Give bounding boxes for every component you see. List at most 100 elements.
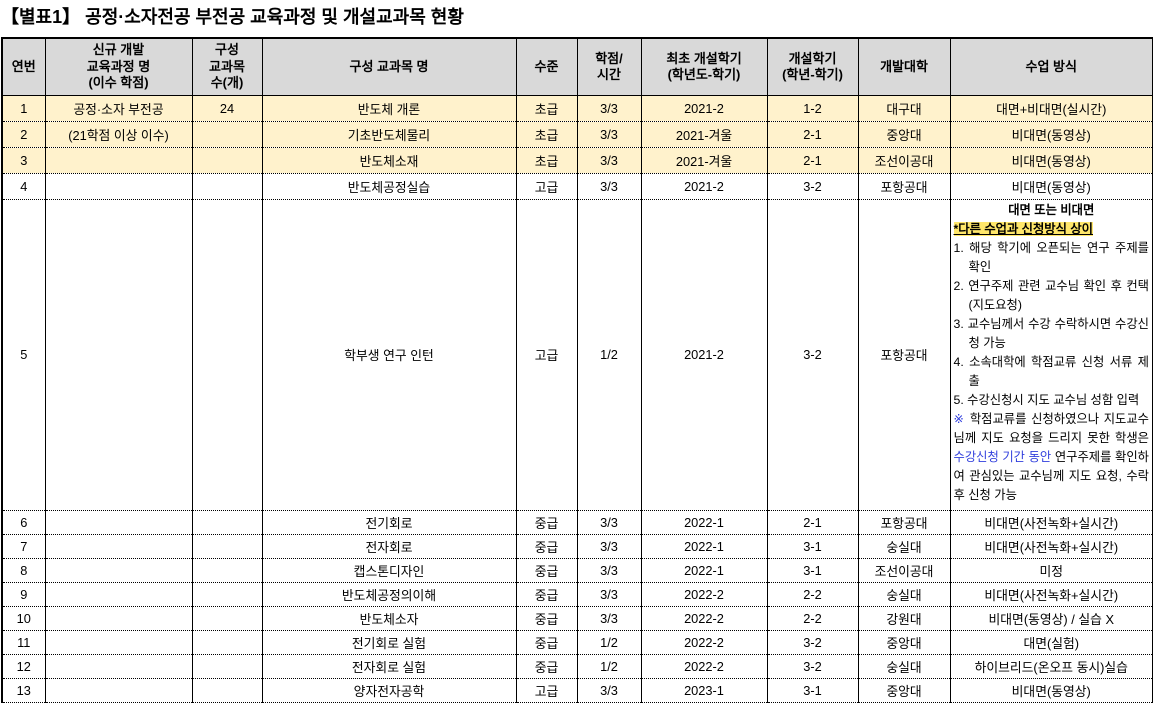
cell-offered-semester: 2-1 <box>766 509 859 535</box>
cell-course: 양자전자공학 <box>261 677 517 703</box>
cell-university: 중앙대 <box>857 629 951 655</box>
col-header-first-semester: 최초 개설학기 (학년도-학기) <box>640 37 768 96</box>
cell-first-semester: 2022-2 <box>640 581 768 607</box>
cell-count <box>191 533 263 559</box>
cell-count <box>191 172 263 200</box>
table-row: 9 반도체공정의이해 중급 3/3 2022-2 2-2 숭실대 비대면(사전녹화+실시간) <box>1 581 1153 607</box>
cell-credit-hours: 3/3 <box>576 94 642 122</box>
cell-no: 9 <box>1 581 46 607</box>
cell-count <box>191 557 263 583</box>
cell-university: 포항공대 <box>857 172 951 200</box>
cell-method: 비대면(동영상) <box>949 677 1153 703</box>
cell-university: 조선이공대 <box>857 557 951 583</box>
cell-level: 초급 <box>515 120 578 148</box>
cell-credit-hours: 3/3 <box>576 146 642 174</box>
col-header-course-name: 구성 교과목 명 <box>261 37 517 96</box>
cell-credit-hours: 3/3 <box>576 557 642 583</box>
cell-count <box>191 198 263 511</box>
cell-first-semester: 2021-겨울 <box>640 146 768 174</box>
cell-credit-hours: 3/3 <box>576 509 642 535</box>
cell-level: 중급 <box>515 605 578 631</box>
cell-credit-hours: 1/2 <box>576 629 642 655</box>
cell-university: 중앙대 <box>857 677 951 703</box>
col-header-program: 신규 개발 교육과정 명 (이수 학점) <box>44 37 193 96</box>
cell-no: 4 <box>1 172 46 200</box>
cell-method: 비대면(사전녹화+실시간) <box>949 581 1153 607</box>
cell-program: 공정·소자 부전공 <box>44 94 193 122</box>
cell-method: 하이브리드(온오프 동시)실습 <box>949 653 1153 679</box>
cell-first-semester: 2022-2 <box>640 653 768 679</box>
cell-level: 중급 <box>515 653 578 679</box>
cell-first-semester: 2022-2 <box>640 629 768 655</box>
table-row: 2 (21학점 이상 이수) 기초반도체물리 초급 3/3 2021-겨울 2-1 중앙대 비대… <box>1 120 1153 148</box>
cell-offered-semester: 1-2 <box>766 94 859 122</box>
table-row: 7 전자회로 중급 3/3 2022-1 3-1 숭실대 비대면(사전녹화+실시간) <box>1 533 1153 559</box>
cell-course: 기초반도체물리 <box>261 120 517 148</box>
cell-count <box>191 509 263 535</box>
cell-course: 전자회로 실험 <box>261 653 517 679</box>
table-row: 5 학부생 연구 인턴 고급 1/2 2021-2 3-2 포항공대 대면 또는 비대면 *다른… <box>1 198 1153 511</box>
cell-course: 반도체소재 <box>261 146 517 174</box>
table-row: 13 양자전자공학 고급 3/3 2023-1 3-1 중앙대 비대면(동영상) <box>1 677 1153 703</box>
cell-course: 반도체소자 <box>261 605 517 631</box>
cell-method: 비대면(동영상) / 실습 X <box>949 605 1153 631</box>
cell-offered-semester: 2-2 <box>766 605 859 631</box>
cell-credit-hours: 3/3 <box>576 581 642 607</box>
cell-level: 중급 <box>515 581 578 607</box>
cell-first-semester: 2021-겨울 <box>640 120 768 148</box>
cell-course: 캡스톤디자인 <box>261 557 517 583</box>
table-row: 4 반도체공정실습 고급 3/3 2021-2 3-2 포항공대 비대면(동영상) <box>1 172 1153 200</box>
cell-count <box>191 605 263 631</box>
col-header-university: 개발대학 <box>857 37 951 96</box>
method-step: 4. 소속대학에 학점교류 신청 서류 제출 <box>953 354 1150 388</box>
method-step: 1. 해당 학기에 오픈되는 연구 주제를 확인 <box>953 240 1150 274</box>
method-step: 5. 수강신청시 지도 교수님 성함 입력 <box>953 392 1140 407</box>
table-row: 10 반도체소자 중급 3/3 2022-2 2-2 강원대 비대면(동영상) / 실습 X <box>1 605 1153 631</box>
cell-level: 중급 <box>515 557 578 583</box>
col-header-method: 수업 방식 <box>949 37 1153 96</box>
cell-level: 고급 <box>515 172 578 200</box>
cell-program <box>44 533 193 559</box>
cell-offered-semester: 3-2 <box>766 629 859 655</box>
cell-program <box>44 557 193 583</box>
note-text-after: 연구주제를 확인하여 관심있는 교수님께 지도 요청, 수락 후 신청 가능 <box>953 449 1150 502</box>
cell-method: 미정 <box>949 557 1153 583</box>
table-row: 3 반도체소재 초급 3/3 2021-겨울 2-1 조선이공대 비대면(동영상) <box>1 146 1153 174</box>
cell-method: 비대면(동영상) <box>949 172 1153 200</box>
cell-university: 강원대 <box>857 605 951 631</box>
cell-no: 5 <box>1 198 46 511</box>
cell-course: 전기회로 실험 <box>261 629 517 655</box>
cell-count: 24 <box>191 94 263 122</box>
cell-offered-semester: 3-1 <box>766 557 859 583</box>
cell-university: 포항공대 <box>857 198 951 511</box>
table-row: 1 공정·소자 부전공 24 반도체 개론 초급 3/3 2021-2 1-2 대구대 대면+비대… <box>1 94 1153 122</box>
cell-count <box>191 581 263 607</box>
cell-program <box>44 677 193 703</box>
cell-course: 전자회로 <box>261 533 517 559</box>
cell-university: 숭실대 <box>857 653 951 679</box>
cell-university: 숭실대 <box>857 581 951 607</box>
cell-level: 고급 <box>515 198 578 511</box>
cell-count <box>191 653 263 679</box>
cell-method: 비대면(사전녹화+실시간) <box>949 533 1153 559</box>
cell-program <box>44 629 193 655</box>
cell-first-semester: 2021-2 <box>640 172 768 200</box>
table-body: 1 공정·소자 부전공 24 반도체 개론 초급 3/3 2021-2 1-2 대구대 대면+비대… <box>1 94 1153 703</box>
col-header-course-count: 구성 교과목 수(개) <box>191 37 263 96</box>
cell-offered-semester: 3-2 <box>766 198 859 511</box>
cell-university: 중앙대 <box>857 120 951 148</box>
cell-first-semester: 2021-2 <box>640 94 768 122</box>
note-blue-text: 수강신청 기간 동안 <box>953 449 1052 464</box>
col-header-offered-semester: 개설학기 (학년-학기) <box>766 37 859 96</box>
cell-credit-hours: 3/3 <box>576 533 642 559</box>
method-step: 3. 교수님께서 수강 수락하시면 수강신청 가능 <box>953 316 1150 350</box>
cell-level: 중급 <box>515 533 578 559</box>
cell-method: 비대면(동영상) <box>949 146 1153 174</box>
header-row: 연번 신규 개발 교육과정 명 (이수 학점) 구성 교과목 수(개) 구성 교… <box>1 37 1153 96</box>
cell-first-semester: 2022-1 <box>640 509 768 535</box>
cell-credit-hours: 3/3 <box>576 677 642 703</box>
cell-credit-hours: 1/2 <box>576 198 642 511</box>
cell-no: 2 <box>1 120 46 148</box>
cell-offered-semester: 2-1 <box>766 120 859 148</box>
cell-first-semester: 2022-1 <box>640 533 768 559</box>
